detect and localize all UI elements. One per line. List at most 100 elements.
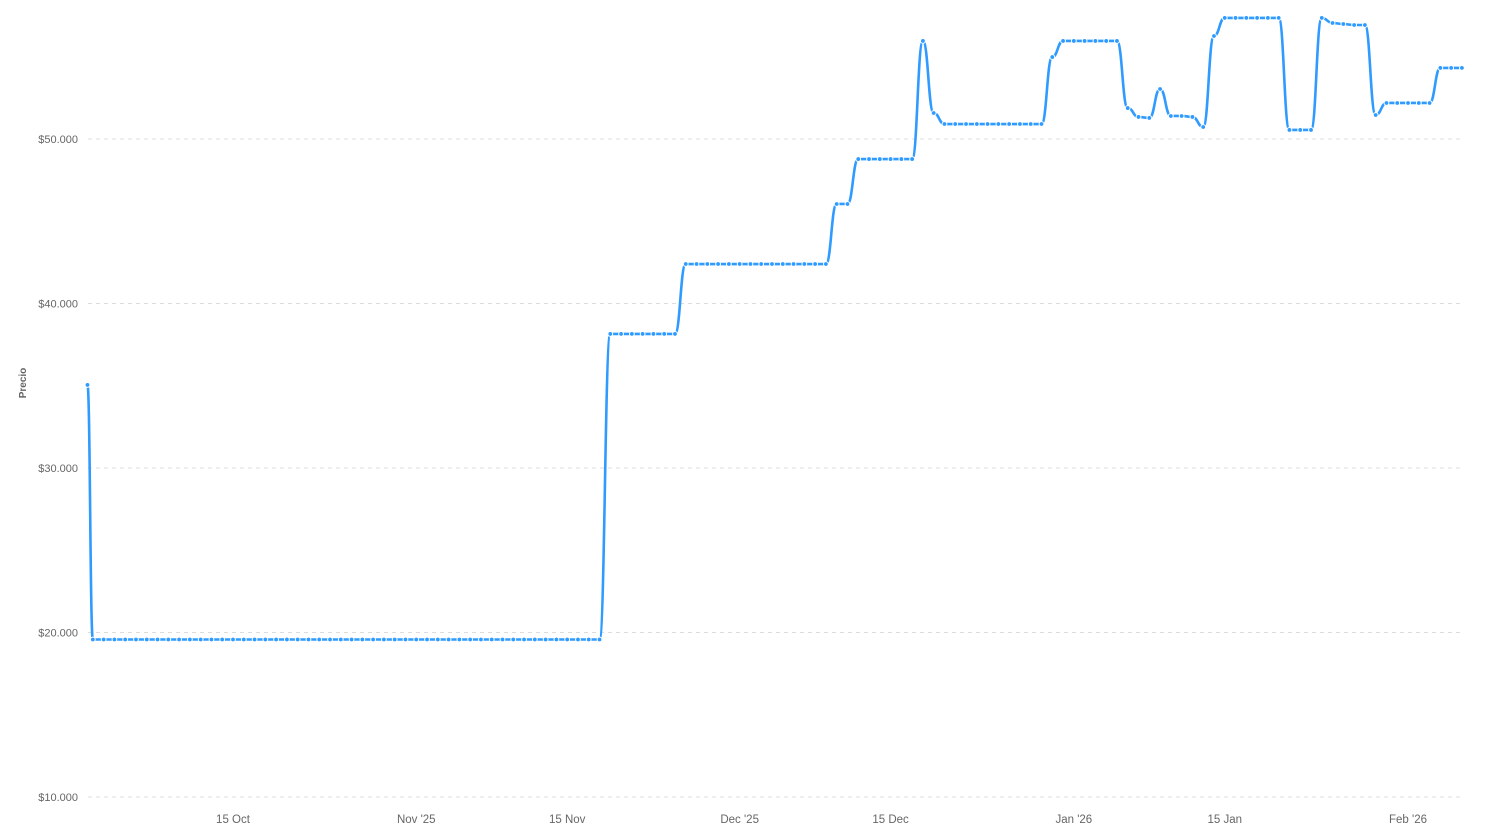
data-point[interactable] bbox=[704, 261, 711, 267]
data-point[interactable] bbox=[456, 636, 463, 643]
data-point[interactable] bbox=[391, 636, 398, 643]
data-point[interactable] bbox=[219, 636, 226, 643]
data-point[interactable] bbox=[747, 261, 754, 267]
data-point[interactable] bbox=[381, 636, 387, 643]
data-point[interactable] bbox=[100, 636, 107, 643]
data-point[interactable] bbox=[542, 636, 549, 643]
data-point[interactable] bbox=[1275, 15, 1282, 21]
data-point[interactable] bbox=[1038, 121, 1045, 127]
data-point[interactable] bbox=[973, 121, 980, 127]
data-point[interactable] bbox=[1049, 54, 1056, 60]
data-point[interactable] bbox=[1383, 100, 1390, 106]
data-point[interactable] bbox=[1146, 115, 1153, 121]
data-point[interactable] bbox=[812, 261, 819, 267]
data-point[interactable] bbox=[855, 156, 862, 162]
data-point[interactable] bbox=[84, 382, 91, 388]
data-point[interactable] bbox=[596, 636, 603, 643]
data-point[interactable] bbox=[251, 636, 258, 643]
data-point[interactable] bbox=[941, 121, 948, 127]
data-point[interactable] bbox=[111, 636, 118, 643]
data-point[interactable] bbox=[1340, 21, 1347, 27]
data-point[interactable] bbox=[1394, 100, 1401, 106]
data-point[interactable] bbox=[273, 636, 280, 643]
data-point[interactable] bbox=[467, 636, 474, 643]
data-point[interactable] bbox=[1264, 15, 1271, 21]
data-point[interactable] bbox=[887, 156, 894, 162]
data-point[interactable] bbox=[1178, 113, 1185, 119]
data-point[interactable] bbox=[1167, 113, 1174, 119]
data-point[interactable] bbox=[1157, 86, 1163, 92]
data-point[interactable] bbox=[89, 636, 96, 643]
data-point[interactable] bbox=[1060, 38, 1066, 44]
data-point[interactable] bbox=[499, 636, 506, 643]
data-point[interactable] bbox=[1405, 100, 1411, 106]
data-point[interactable] bbox=[1221, 15, 1228, 21]
data-point[interactable] bbox=[984, 121, 991, 127]
data-point[interactable] bbox=[413, 636, 420, 643]
data-point[interactable] bbox=[1070, 38, 1077, 44]
data-point[interactable] bbox=[445, 636, 452, 643]
data-point[interactable] bbox=[1114, 38, 1120, 44]
data-point[interactable] bbox=[1027, 121, 1034, 127]
data-point[interactable] bbox=[1006, 121, 1013, 127]
data-point[interactable] bbox=[359, 636, 366, 643]
data-point[interactable] bbox=[1351, 22, 1358, 28]
data-point[interactable] bbox=[952, 121, 959, 127]
data-point[interactable] bbox=[823, 261, 829, 267]
data-point[interactable] bbox=[197, 636, 204, 643]
data-point[interactable] bbox=[995, 121, 1002, 127]
data-point[interactable] bbox=[1286, 127, 1293, 133]
data-point[interactable] bbox=[143, 636, 150, 643]
data-point[interactable] bbox=[1459, 65, 1465, 71]
data-point[interactable] bbox=[898, 156, 905, 162]
data-point[interactable] bbox=[725, 261, 732, 267]
data-point[interactable] bbox=[1415, 100, 1422, 106]
data-point[interactable] bbox=[531, 636, 538, 643]
data-point[interactable] bbox=[165, 636, 172, 643]
data-point[interactable] bbox=[284, 636, 290, 643]
data-point[interactable] bbox=[1318, 15, 1325, 21]
data-point[interactable] bbox=[1308, 127, 1314, 133]
data-point[interactable] bbox=[736, 261, 743, 267]
data-point[interactable] bbox=[154, 636, 161, 643]
data-point[interactable] bbox=[370, 636, 377, 643]
data-point[interactable] bbox=[510, 636, 517, 643]
data-point[interactable] bbox=[294, 636, 301, 643]
data-point[interactable] bbox=[790, 261, 797, 267]
data-point[interactable] bbox=[844, 201, 851, 207]
data-point[interactable] bbox=[348, 636, 355, 643]
data-point[interactable] bbox=[1017, 121, 1023, 127]
data-point[interactable] bbox=[1211, 33, 1217, 39]
data-point[interactable] bbox=[240, 636, 247, 643]
data-point[interactable] bbox=[876, 156, 883, 162]
data-point[interactable] bbox=[488, 636, 495, 643]
data-point[interactable] bbox=[779, 261, 786, 267]
data-point[interactable] bbox=[920, 38, 926, 44]
data-point[interactable] bbox=[1448, 65, 1455, 71]
data-point[interactable] bbox=[1200, 124, 1207, 130]
data-point[interactable] bbox=[305, 636, 312, 643]
data-point[interactable] bbox=[585, 636, 592, 643]
data-point[interactable] bbox=[769, 261, 775, 267]
data-point[interactable] bbox=[1362, 22, 1368, 28]
data-point[interactable] bbox=[424, 636, 430, 643]
data-point[interactable] bbox=[715, 261, 721, 267]
data-point[interactable] bbox=[1254, 15, 1260, 21]
data-point[interactable] bbox=[262, 636, 269, 643]
data-point[interactable] bbox=[1232, 15, 1239, 21]
data-point[interactable] bbox=[1329, 20, 1336, 26]
data-point[interactable] bbox=[1092, 38, 1099, 44]
data-point[interactable] bbox=[1243, 15, 1250, 21]
data-point[interactable] bbox=[402, 636, 409, 643]
data-point[interactable] bbox=[327, 636, 333, 643]
data-point[interactable] bbox=[650, 331, 657, 337]
data-point[interactable] bbox=[1103, 38, 1110, 44]
data-point[interactable] bbox=[866, 156, 872, 162]
data-point[interactable] bbox=[801, 261, 808, 267]
data-point[interactable] bbox=[1124, 105, 1131, 111]
data-point[interactable] bbox=[607, 331, 614, 337]
data-point[interactable] bbox=[133, 636, 139, 643]
data-point[interactable] bbox=[1081, 38, 1088, 44]
data-point[interactable] bbox=[176, 636, 183, 643]
data-point[interactable] bbox=[1426, 100, 1433, 106]
